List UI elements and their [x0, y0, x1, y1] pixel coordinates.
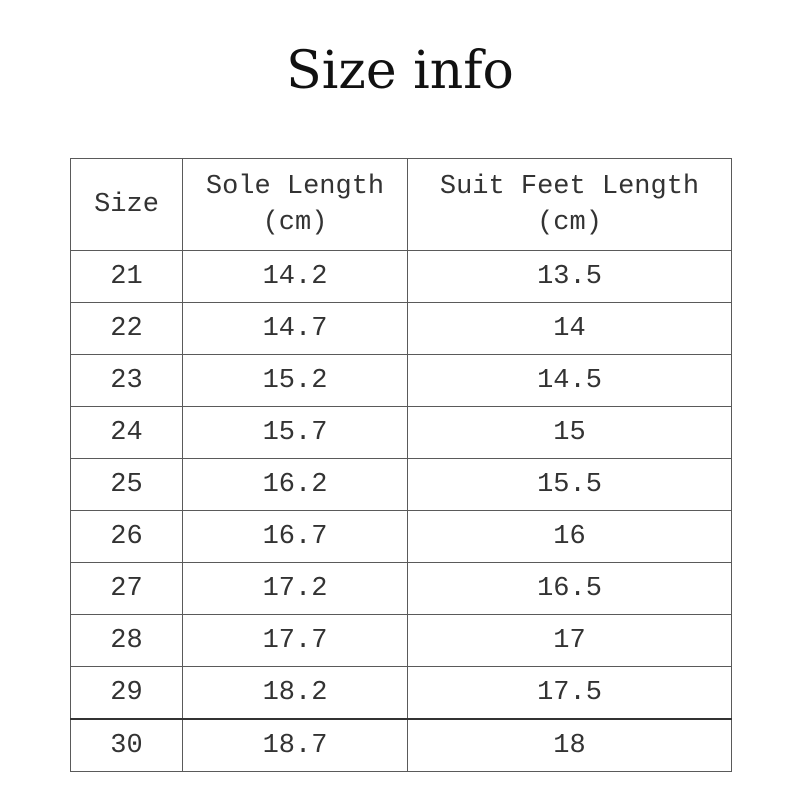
- size-cell: 24: [70, 406, 183, 459]
- table-row: 23 15.2 14.5: [70, 354, 732, 407]
- sole-length-cell: 17.2: [182, 562, 408, 615]
- size-cell: 27: [70, 562, 183, 615]
- header-suit-feet-length-unit: (cm): [537, 207, 602, 238]
- header-size: Size: [70, 158, 183, 251]
- size-cell: 29: [70, 666, 183, 720]
- header-suit-feet-length-label: Suit Feet Length: [439, 171, 700, 202]
- size-cell: 28: [70, 614, 183, 667]
- suit-feet-length-cell: 18: [407, 718, 732, 772]
- size-cell: 21: [70, 250, 183, 303]
- table-row: 24 15.7 15: [70, 406, 732, 459]
- header-sole-length-label: Sole Length: [205, 171, 385, 202]
- table-row: 26 16.7 16: [70, 510, 732, 563]
- suit-feet-length-cell: 14.5: [407, 354, 732, 407]
- size-cell: 26: [70, 510, 183, 563]
- sole-length-cell: 16.2: [182, 458, 408, 511]
- sole-length-cell: 14.7: [182, 302, 408, 355]
- table-row: 28 17.7 17: [70, 614, 732, 667]
- sole-length-cell: 18.2: [182, 666, 408, 720]
- header-row: Size Sole Length (cm) Suit Feet Length (cm…: [70, 158, 732, 251]
- suit-feet-length-cell: 14: [407, 302, 732, 355]
- table-row: 27 17.2 16.5: [70, 562, 732, 615]
- header-sole-length: Sole Length (cm): [182, 158, 408, 251]
- table-row: 30 18.7 18: [70, 718, 732, 772]
- sole-length-cell: 18.7: [182, 718, 408, 772]
- sole-length-cell: 16.7: [182, 510, 408, 563]
- size-cell: 25: [70, 458, 183, 511]
- size-cell: 23: [70, 354, 183, 407]
- suit-feet-length-cell: 15.5: [407, 458, 732, 511]
- suit-feet-length-cell: 17.5: [407, 666, 732, 720]
- suit-feet-length-cell: 15: [407, 406, 732, 459]
- table-row: 21 14.2 13.5: [70, 250, 732, 303]
- table-row: 25 16.2 15.5: [70, 458, 732, 511]
- size-cell: 22: [70, 302, 183, 355]
- sole-length-cell: 15.2: [182, 354, 408, 407]
- sole-length-cell: 17.7: [182, 614, 408, 667]
- size-cell: 30: [70, 718, 183, 772]
- header-suit-feet-length: Suit Feet Length (cm): [407, 158, 732, 251]
- suit-feet-length-cell: 16: [407, 510, 732, 563]
- page-title: Size info: [286, 41, 514, 101]
- suit-feet-length-cell: 16.5: [407, 562, 732, 615]
- suit-feet-length-cell: 17: [407, 614, 732, 667]
- sole-length-cell: 14.2: [182, 250, 408, 303]
- sole-length-cell: 15.7: [182, 406, 408, 459]
- table-row: 29 18.2 17.5: [70, 666, 732, 720]
- suit-feet-length-cell: 13.5: [407, 250, 732, 303]
- header-sole-length-unit: (cm): [262, 207, 328, 238]
- table-row: 22 14.7 14: [70, 302, 732, 355]
- header-size-label: Size: [94, 189, 159, 220]
- size-table: Size Sole Length (cm) Suit Feet Length (cm…: [70, 158, 732, 772]
